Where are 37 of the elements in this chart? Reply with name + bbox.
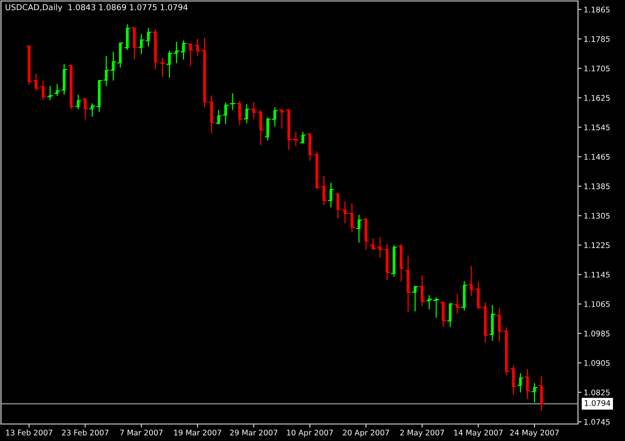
candlestick	[398, 243, 405, 282]
candlestick	[362, 217, 370, 250]
candlestick	[82, 97, 89, 120]
chart-title: USDCAD,Daily 1.0843 1.0869 1.0775 1.0794	[6, 4, 188, 12]
candlestick	[243, 104, 250, 124]
candlestick	[46, 86, 54, 101]
candlestick	[516, 372, 524, 393]
candlestick	[524, 368, 531, 400]
candlestick	[370, 238, 376, 250]
candlestick	[26, 44, 33, 86]
candlestick	[180, 40, 187, 60]
candlestick	[74, 94, 82, 110]
candlestick	[54, 84, 61, 96]
candlestick	[390, 244, 398, 278]
candlestick	[418, 274, 426, 307]
candlestick	[426, 294, 433, 310]
candlestick	[488, 304, 496, 342]
candlestick	[152, 28, 159, 70]
candlestick	[412, 285, 419, 312]
candlestick	[454, 293, 461, 314]
candlestick	[32, 73, 40, 92]
candlestick	[531, 382, 538, 403]
candlestick	[187, 44, 194, 66]
candlestick	[40, 80, 47, 101]
candlestick	[229, 92, 236, 110]
candlestick	[404, 254, 412, 313]
candlestick	[327, 182, 334, 208]
candlestick	[222, 102, 230, 124]
candlestick	[278, 108, 286, 130]
candlestick	[432, 296, 440, 318]
candlestick	[320, 175, 328, 206]
candlestick	[215, 109, 222, 125]
candlestick	[538, 376, 545, 412]
candlestick	[510, 364, 517, 396]
candlestick	[158, 56, 166, 78]
candlestick	[299, 131, 306, 144]
candlestick	[356, 214, 362, 244]
